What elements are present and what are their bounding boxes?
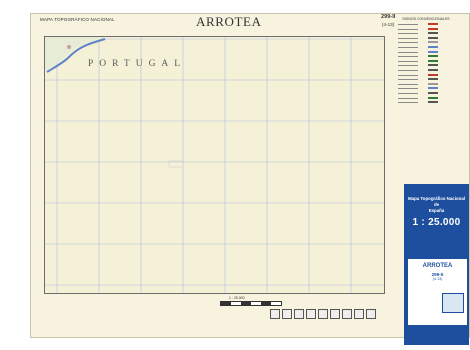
sheet-number: 299-II: [381, 14, 396, 20]
panel-sheet-number: 299-II: [431, 272, 444, 277]
legend-row: [398, 68, 454, 72]
legend-row: [398, 27, 454, 31]
mini-sheet: [282, 309, 292, 319]
legend-row: [398, 55, 454, 58]
location-map: [442, 293, 464, 313]
mini-sheet: [318, 309, 328, 319]
river: [46, 38, 106, 73]
sheet-title: ARROTEA: [196, 14, 262, 29]
panel-sheet-code: (4-13): [432, 277, 443, 281]
mini-sheet: [366, 309, 376, 319]
town-symbol: [67, 45, 71, 49]
legend-row: [398, 36, 454, 40]
mini-sheet: [270, 309, 280, 319]
grid-lines: [45, 37, 384, 293]
mini-sheet: [330, 309, 340, 319]
legend-row: [398, 23, 454, 26]
legend-row: [398, 78, 454, 81]
legend-row: [398, 64, 454, 67]
legend-row: [398, 73, 454, 77]
legend-title: SIGNOS CONVENCIONALES: [402, 17, 450, 21]
scale-bar: [220, 301, 282, 306]
mini-sheet: [294, 309, 304, 319]
map-grid: [45, 37, 384, 293]
country-label: PORTUGAL: [88, 59, 187, 69]
legend-row: [398, 96, 454, 100]
scale-label: 1 : 25.000: [229, 296, 245, 300]
legend-row: [398, 91, 454, 95]
legend-row: [398, 50, 454, 54]
mini-sheet: [306, 309, 316, 319]
legend-row: [398, 101, 454, 104]
sheet-info-box: ARROTEA 299-II (4-13): [407, 258, 468, 326]
legend-row: [398, 41, 454, 44]
legend-row: [398, 87, 454, 90]
mini-sheet: [354, 309, 364, 319]
legend-row: [398, 82, 454, 86]
panel-sheet-name: ARROTEA: [422, 263, 453, 269]
sheet-code: (4-13): [382, 22, 395, 27]
legend-row: [398, 59, 454, 63]
panel-scale: 1 : 25.000: [412, 217, 461, 228]
legend-row: [398, 32, 454, 35]
marker: [168, 160, 184, 168]
portugal-area: [45, 37, 105, 71]
panel-heading: Mapa Topográfico Nacional de España: [407, 196, 465, 213]
legend-row: [398, 45, 454, 49]
series-title: MAPA TOPOGRÁFICO NACIONAL: [40, 17, 115, 22]
legend: SIGNOS CONVENCIONALES: [398, 17, 454, 106]
mini-sheet: [342, 309, 352, 319]
map-frame[interactable]: [44, 36, 385, 294]
